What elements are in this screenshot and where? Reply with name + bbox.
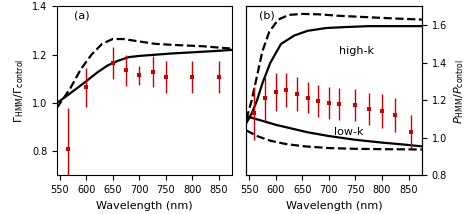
Text: high-k: high-k — [339, 46, 374, 56]
Text: (a): (a) — [74, 10, 90, 20]
Text: low-k: low-k — [334, 127, 364, 137]
Y-axis label: $\Gamma_\mathrm{HMM}/\Gamma_\mathrm{control}$: $\Gamma_\mathrm{HMM}/\Gamma_\mathrm{cont… — [12, 59, 26, 123]
Y-axis label: $P_\mathrm{HMM}/P_\mathrm{control}$: $P_\mathrm{HMM}/P_\mathrm{control}$ — [453, 58, 466, 123]
X-axis label: Wavelength (nm): Wavelength (nm) — [286, 201, 383, 211]
Text: (b): (b) — [259, 10, 274, 20]
X-axis label: Wavelength (nm): Wavelength (nm) — [96, 201, 193, 211]
